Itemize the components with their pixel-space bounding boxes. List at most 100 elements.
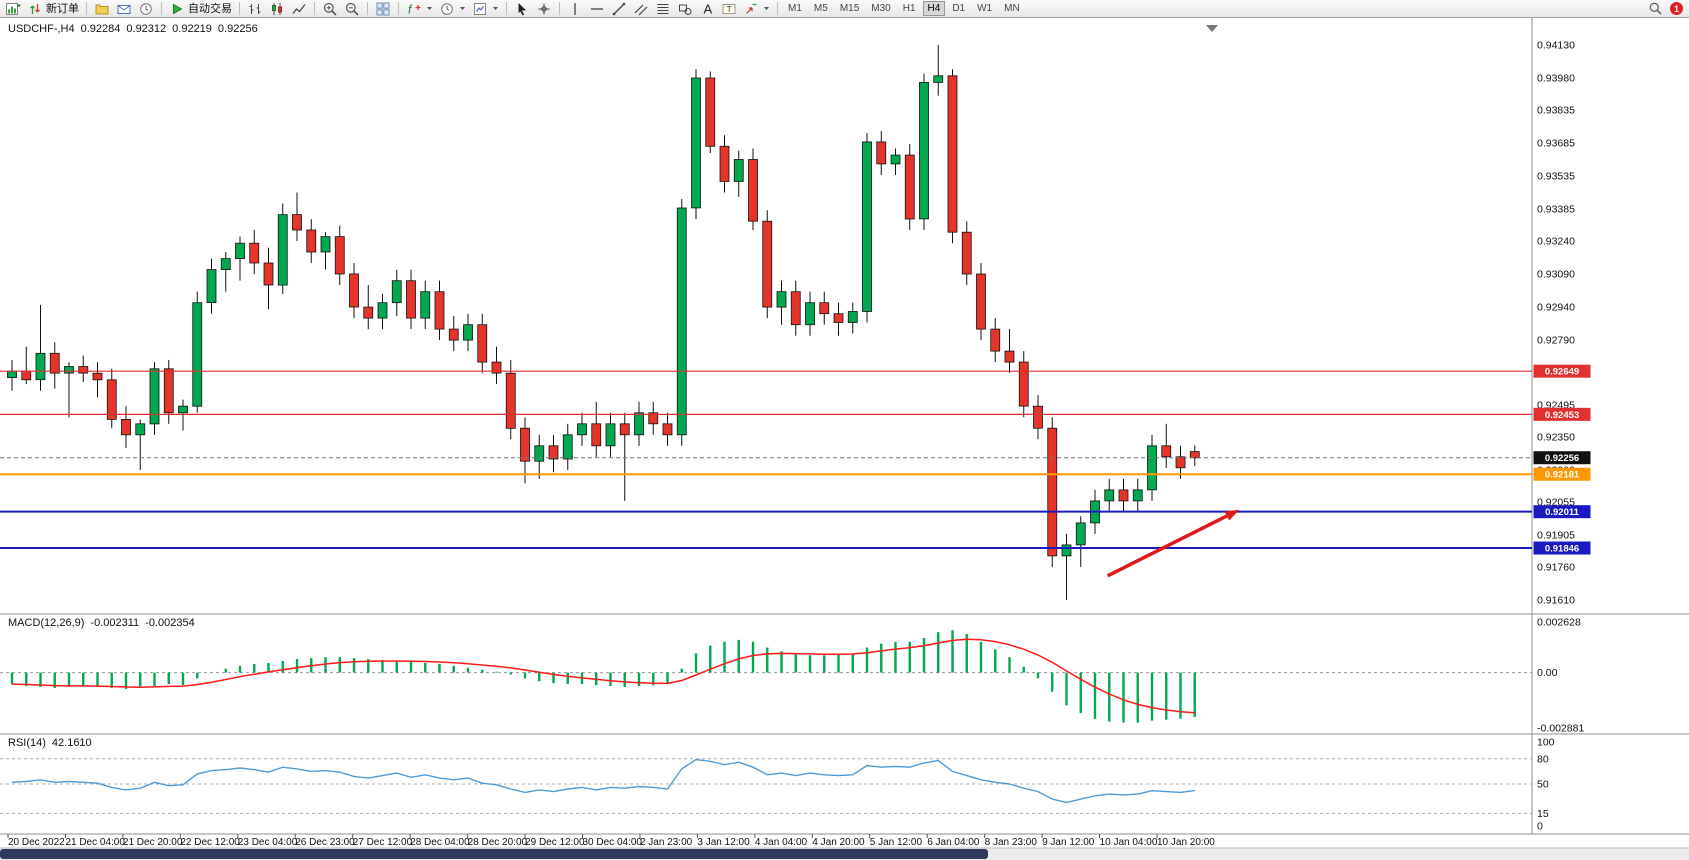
- price-badge: 0.92011: [1533, 505, 1591, 519]
- line-chart-mode-icon[interactable]: [289, 1, 309, 17]
- text-t-icon: T: [721, 1, 737, 17]
- templates-icon: [472, 1, 488, 17]
- toolbar-separator: [161, 2, 162, 15]
- chart-add-icon: [5, 1, 21, 17]
- label-tool-icon[interactable]: T: [719, 1, 739, 17]
- svg-text:0.93090: 0.93090: [1537, 269, 1575, 281]
- shapes-tool-icon[interactable]: [675, 1, 695, 17]
- toolbar-separator: [86, 2, 87, 15]
- price-badge: 0.91846: [1533, 541, 1591, 555]
- tile-windows-icon[interactable]: [373, 1, 393, 17]
- templates-icon[interactable]: [470, 1, 501, 17]
- chart-canvas[interactable]: 0.94130 0.93980 0.93835 0.93685 0.93535 0.933…: [0, 18, 1689, 860]
- timeframe-m30-button[interactable]: M30: [871, 3, 891, 14]
- timeframe-mn-button[interactable]: MN: [1004, 3, 1020, 14]
- time-label: 20 Dec 2022: [8, 837, 65, 848]
- shapes-icon: [677, 1, 693, 17]
- macd-panel: 0.002628 0.00 -0.002881: [0, 617, 1584, 735]
- horizontal-line-tool-icon[interactable]: [587, 1, 607, 17]
- svg-text:0.91846: 0.91846: [1545, 544, 1579, 555]
- bars-icon: [247, 1, 263, 17]
- timeframe-m15-button[interactable]: M15: [839, 3, 860, 14]
- linechart-icon: [291, 1, 307, 17]
- timeframe-m5-button[interactable]: M5: [813, 3, 828, 14]
- svg-text:0.92790: 0.92790: [1537, 335, 1575, 347]
- refresh-icon[interactable]: [136, 1, 156, 17]
- price-badge: 0.92256: [1533, 451, 1591, 465]
- svg-text:0.002628: 0.002628: [1537, 617, 1581, 629]
- zoom-in-icon[interactable]: [320, 1, 340, 17]
- timeframe-m1-button[interactable]: M1: [788, 3, 802, 14]
- toolbar-separator: [398, 2, 399, 15]
- svg-text:0.93980: 0.93980: [1537, 73, 1575, 85]
- notification-badge[interactable]: 1: [1670, 2, 1683, 15]
- scrollbar-thumb[interactable]: [0, 849, 988, 859]
- equidistant-channel-tool-icon[interactable]: [631, 1, 651, 17]
- search-icon[interactable]: [1648, 1, 1663, 16]
- svg-text:50: 50: [1537, 779, 1549, 791]
- time-label: 8 Jan 23:00: [985, 837, 1038, 848]
- chart-shift-marker[interactable]: [1206, 25, 1218, 32]
- candles-icon: [269, 1, 285, 17]
- svg-text:100: 100: [1537, 737, 1555, 749]
- time-label: 9 Jan 12:00: [1042, 837, 1095, 848]
- timeframe-h4-button[interactable]: H4: [922, 1, 946, 16]
- svg-text:0.93835: 0.93835: [1537, 104, 1575, 116]
- text-tool-icon[interactable]: A: [697, 1, 717, 17]
- hline-icon: [589, 1, 605, 17]
- clock-icon: [138, 1, 154, 17]
- zoom-out-icon: [344, 1, 360, 17]
- time-label: 28 Dec 20:00: [468, 837, 528, 848]
- tile-icon: [375, 1, 391, 17]
- svg-text:0.93685: 0.93685: [1537, 138, 1575, 150]
- price-level-badges: 0.92649 0.92453 0.92181 0.92011 0.91846 0.922…: [1533, 364, 1591, 555]
- cursor-tool-icon[interactable]: [512, 1, 532, 17]
- toolbar-separator: [367, 2, 368, 15]
- price-badge: 0.92453: [1533, 407, 1591, 421]
- vertical-line-tool-icon[interactable]: [565, 1, 585, 17]
- timeframe-d1-button[interactable]: D1: [952, 3, 966, 14]
- time-label: 4 Jan 20:00: [812, 837, 865, 848]
- new-chart-icon[interactable]: [3, 1, 23, 17]
- main-toolbar: 新订单 自动交易 f A T M1 M5 M15 M30 H1 H4 D1 W1 MN 1: [0, 0, 1689, 18]
- time-label: 5 Jan 12:00: [870, 837, 923, 848]
- rsi-panel: 100 80 50 150: [0, 737, 1555, 833]
- svg-text:0.92350: 0.92350: [1537, 432, 1575, 444]
- toolbar-separator: [506, 2, 507, 15]
- zoom-out-icon[interactable]: [342, 1, 362, 17]
- timeframe-h1-button[interactable]: H1: [902, 3, 916, 14]
- profiles-icon[interactable]: [92, 1, 112, 17]
- time-label: 21 Dec 04:00: [65, 837, 125, 848]
- text-a-icon: A: [699, 1, 715, 17]
- chart-region: 0.94130 0.93980 0.93835 0.93685 0.93535 0.933…: [0, 18, 1689, 860]
- timeframe-w1-button[interactable]: W1: [977, 3, 993, 14]
- zoom-in-icon: [322, 1, 338, 17]
- candlestick-mode-icon[interactable]: [267, 1, 287, 17]
- crosshair-tool-icon[interactable]: [534, 1, 554, 17]
- caret-down-icon: [492, 6, 499, 11]
- mail-icon: [116, 1, 132, 17]
- toolbar-right-group: 1: [1648, 1, 1686, 16]
- indicators-icon[interactable]: f: [404, 1, 435, 17]
- trendline-tool-icon[interactable]: [609, 1, 629, 17]
- svg-text:-0.002881: -0.002881: [1537, 723, 1584, 735]
- arrows-tool-icon[interactable]: [741, 1, 772, 17]
- svg-text:0.91760: 0.91760: [1537, 561, 1575, 573]
- play-icon: [169, 1, 185, 17]
- bar-chart-mode-icon[interactable]: [245, 1, 265, 17]
- time-label: 10 Jan 20:00: [1157, 837, 1215, 848]
- price-badge: 0.92649: [1533, 364, 1591, 378]
- fibonacci-tool-icon[interactable]: [653, 1, 673, 17]
- svg-text:0.91610: 0.91610: [1537, 595, 1575, 607]
- time-label: 3 Jan 12:00: [697, 837, 750, 848]
- market-watch-icon[interactable]: [114, 1, 134, 17]
- new-order-button[interactable]: 新订单: [25, 1, 81, 17]
- svg-text:15: 15: [1537, 808, 1549, 820]
- time-label: 26 Dec 23:00: [295, 837, 355, 848]
- trend-arrow-object[interactable]: [1106, 509, 1240, 578]
- order-icon: [27, 1, 43, 17]
- chart-background: [0, 18, 1689, 860]
- periods-icon[interactable]: [437, 1, 468, 17]
- auto-trading-button[interactable]: 自动交易: [167, 1, 234, 17]
